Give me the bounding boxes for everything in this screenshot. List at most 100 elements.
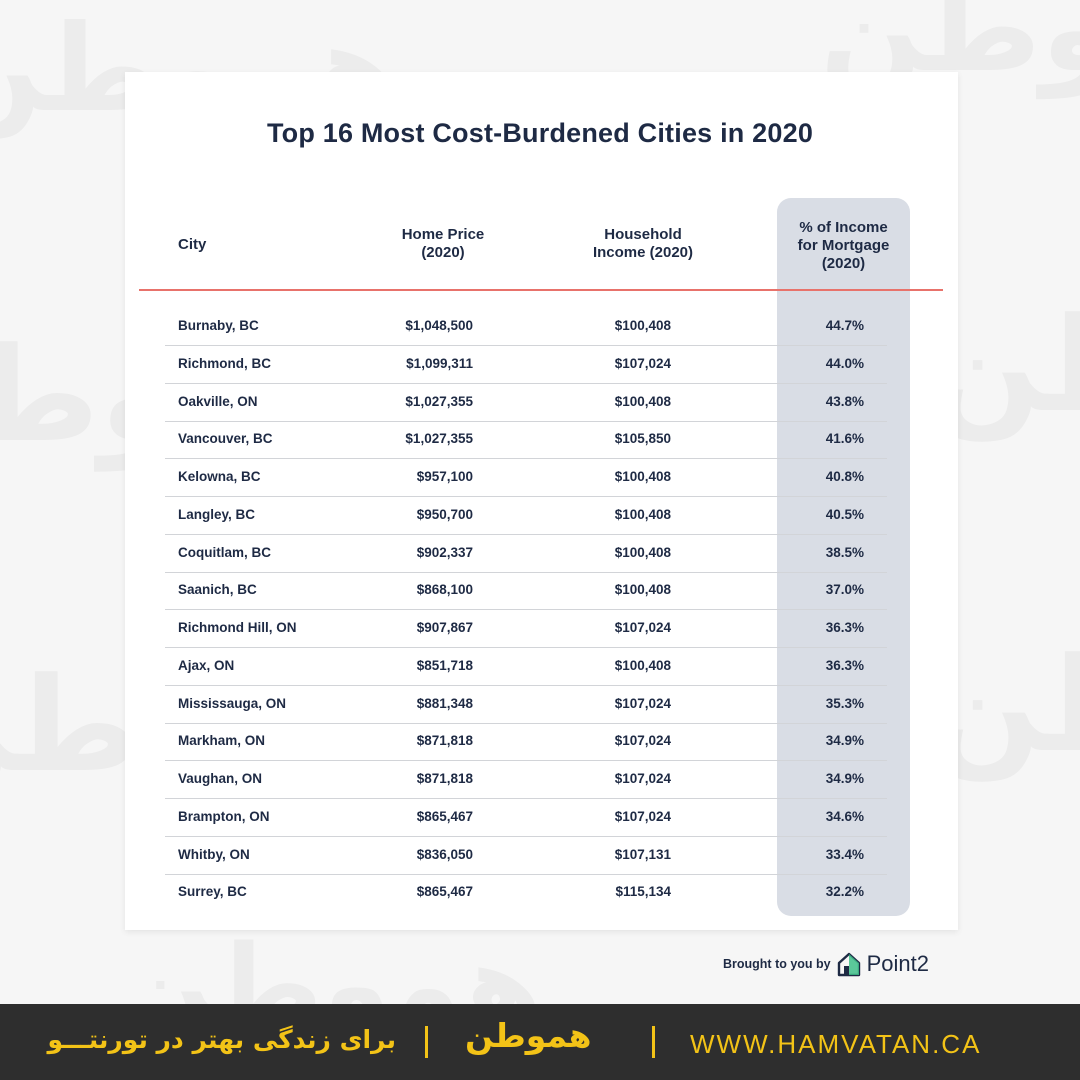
credit-text: Brought to you by xyxy=(723,957,831,971)
table-row: Brampton, ON $865,467 $107,024 34.6% xyxy=(165,798,887,837)
column-header-line: (2020) xyxy=(821,255,866,272)
cell-home-price: $865,467 xyxy=(416,884,473,900)
cell-pct-income-mortgage: 44.0% xyxy=(825,355,864,371)
cell-city: Saanich, BC xyxy=(178,582,257,598)
cell-pct-income-mortgage: 36.3% xyxy=(825,657,864,673)
table-row: Surrey, BC $865,467 $115,134 32.2% xyxy=(165,873,887,911)
cell-home-price: $871,818 xyxy=(416,733,473,749)
cell-home-price: $865,467 xyxy=(416,808,473,824)
house-icon xyxy=(837,951,861,977)
cell-city: Vaughan, ON xyxy=(178,771,263,786)
cell-city: Oakville, ON xyxy=(178,393,258,409)
cell-pct-income-mortgage: 34.9% xyxy=(825,771,864,786)
cell-home-price: $1,099,311 xyxy=(406,355,473,371)
column-header-line: City xyxy=(178,236,207,253)
cell-household-income: $115,134 xyxy=(615,884,671,900)
cell-pct-income-mortgage: 40.8% xyxy=(825,469,864,484)
cell-pct-income-mortgage: 32.2% xyxy=(825,884,864,900)
cell-home-price: $907,867 xyxy=(416,620,473,635)
cell-pct-income-mortgage: 35.3% xyxy=(825,695,864,711)
point2-logo-text: Point2 xyxy=(866,951,930,976)
credit: Brought to you by Point2 xyxy=(723,949,929,979)
cell-city: Ajax, ON xyxy=(178,657,235,673)
cell-pct-income-mortgage: 37.0% xyxy=(825,582,864,598)
cell-household-income: $100,408 xyxy=(614,318,671,333)
cell-city: Brampton, ON xyxy=(178,808,270,824)
cell-household-income: $107,024 xyxy=(614,355,671,371)
table-row: Vancouver, BC $1,027,355 $105,850 41.6% xyxy=(165,420,887,460)
highlight-column xyxy=(777,198,910,916)
cell-city: Markham, ON xyxy=(178,733,266,749)
cell-city: Burnaby, BC xyxy=(178,318,259,333)
footer-tagline: برای زندگی بهتر در تورنتـــو xyxy=(47,1025,396,1054)
column-header-city: City xyxy=(178,236,206,254)
cell-household-income: $100,408 xyxy=(614,506,671,522)
column-header-line: Household xyxy=(604,226,682,243)
cell-home-price: $902,337 xyxy=(416,544,473,560)
cell-household-income: $100,408 xyxy=(614,544,671,560)
cell-city: Mississauga, ON xyxy=(178,695,287,711)
table-row: Richmond Hill, ON $907,867 $107,024 36.3% xyxy=(165,609,887,648)
cell-city: Coquitlam, BC xyxy=(178,544,271,560)
cell-pct-income-mortgage: 38.5% xyxy=(825,544,864,560)
cell-pct-income-mortgage: 33.4% xyxy=(825,846,864,862)
cell-household-income: $100,408 xyxy=(614,582,671,598)
cell-city: Whitby, ON xyxy=(178,846,250,862)
table-row: Markham, ON $871,818 $107,024 34.9% xyxy=(165,722,887,762)
footer-divider xyxy=(425,1026,428,1058)
cell-home-price: $881,348 xyxy=(416,695,473,711)
cell-pct-income-mortgage: 34.9% xyxy=(825,733,864,749)
column-header-home-price: Home Price (2020) xyxy=(373,226,513,262)
cell-household-income: $107,024 xyxy=(614,733,671,749)
table-row: Richmond, BC $1,099,311 $107,024 44.0% xyxy=(165,345,887,384)
cell-pct-income-mortgage: 34.6% xyxy=(825,808,864,824)
cell-household-income: $107,024 xyxy=(614,808,671,824)
table-row: Oakville, ON $1,027,355 $100,408 43.8% xyxy=(165,383,887,422)
cell-home-price: $957,100 xyxy=(416,469,473,484)
column-header-pct-income-mortgage: % of Income for Mortgage (2020) xyxy=(777,219,910,273)
column-header-line: for Mortgage xyxy=(797,237,890,254)
footer-divider xyxy=(652,1026,655,1058)
cell-home-price: $851,718 xyxy=(416,657,473,673)
cell-city: Langley, BC xyxy=(178,506,256,522)
cell-home-price: $871,818 xyxy=(416,771,473,786)
cell-home-price: $950,700 xyxy=(416,506,473,522)
column-header-line: Income (2020) xyxy=(592,244,694,261)
footer-bar: برای زندگی بهتر در تورنتـــو هموطن WWW.H… xyxy=(0,1004,1080,1080)
cell-city: Vancouver, BC xyxy=(178,431,273,447)
cell-household-income: $107,131 xyxy=(614,846,671,862)
cell-household-income: $100,408 xyxy=(614,469,671,484)
cell-home-price: $1,048,500 xyxy=(405,318,473,333)
table-row: Vaughan, ON $871,818 $107,024 34.9% xyxy=(165,760,887,799)
cell-pct-income-mortgage: 40.5% xyxy=(825,506,864,522)
column-header-line: (2020) xyxy=(421,244,465,261)
column-header-line: Home Price xyxy=(401,226,485,243)
cell-home-price: $1,027,355 xyxy=(405,431,473,447)
cell-household-income: $100,408 xyxy=(614,393,671,409)
cell-pct-income-mortgage: 36.3% xyxy=(825,620,864,635)
header-rule xyxy=(139,289,943,291)
cell-pct-income-mortgage: 41.6% xyxy=(825,431,864,447)
table-row: Langley, BC $950,700 $100,408 40.5% xyxy=(165,496,887,535)
cell-pct-income-mortgage: 44.7% xyxy=(825,318,864,333)
cell-pct-income-mortgage: 43.8% xyxy=(825,393,864,409)
table-row: Kelowna, BC $957,100 $100,408 40.8% xyxy=(165,458,887,497)
cell-home-price: $1,027,355 xyxy=(405,393,473,409)
footer-website-link[interactable]: WWW.HAMVATAN.CA xyxy=(690,1029,982,1059)
chart-title: Top 16 Most Cost-Burdened Cities in 2020 xyxy=(266,118,814,148)
table-row: Whitby, ON $836,050 $107,131 33.4% xyxy=(165,836,887,875)
cell-city: Surrey, BC xyxy=(178,884,247,900)
column-header-household-income: Household Income (2020) xyxy=(570,226,716,262)
table-row: Saanich, BC $868,100 $100,408 37.0% xyxy=(165,571,887,611)
cell-household-income: $105,850 xyxy=(614,431,671,447)
table-row: Coquitlam, BC $902,337 $100,408 38.5% xyxy=(165,534,887,573)
footer-logo[interactable]: هموطن xyxy=(465,1016,592,1055)
cell-household-income: $100,408 xyxy=(614,657,671,673)
table-row: Ajax, ON $851,718 $100,408 36.3% xyxy=(165,647,887,686)
cell-household-income: $107,024 xyxy=(614,620,671,635)
cell-home-price: $836,050 xyxy=(416,846,473,862)
table-row: Burnaby, BC $1,048,500 $100,408 44.7% xyxy=(165,307,887,346)
cell-home-price: $868,100 xyxy=(416,582,473,598)
cell-city: Richmond Hill, ON xyxy=(178,620,297,635)
column-header-line: % of Income xyxy=(799,219,888,236)
